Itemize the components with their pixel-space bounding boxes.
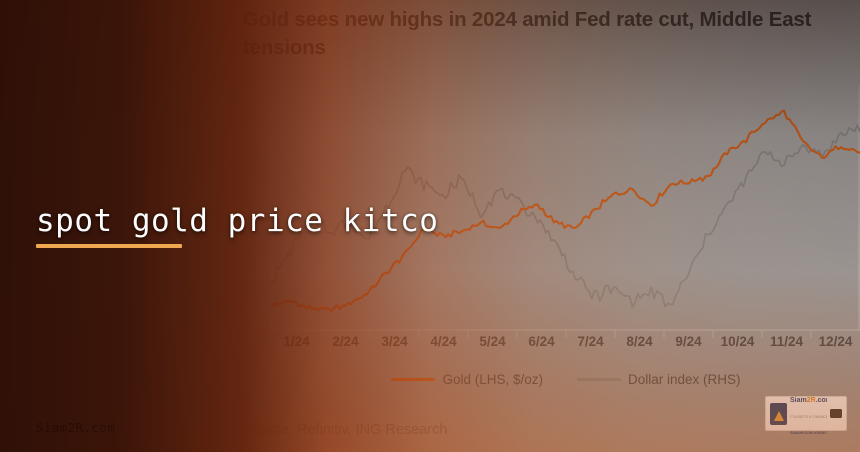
x-tick-label: 2/24 <box>332 334 359 349</box>
legend-swatch-gold <box>391 377 436 381</box>
x-axis-tick-labels: 1/24 2/24 3/24 4/24 5/24 6/24 7/24 8/24 9/24 10/2… <box>272 334 860 354</box>
overlay-heading: spot gold price kitco <box>36 203 439 239</box>
x-tick-label: 12/24 <box>818 334 853 349</box>
legend-label-gold: Gold (LHS, $/oz) <box>442 371 543 387</box>
badge-chip-icon <box>830 409 842 418</box>
x-tick-label: 10/24 <box>720 334 755 349</box>
legend-item-dollar-index: Dollar index (RHS) <box>577 372 741 387</box>
badge-subline: SIAM2R.COM AGENCY <box>790 430 827 435</box>
x-tick-label: 1/24 <box>283 334 310 349</box>
x-tick-label: 3/24 <box>381 334 408 349</box>
chart-legend: Gold (LHS, $/oz) Dollar index (RHS) <box>272 368 860 390</box>
legend-item-gold: Gold (LHS, $/oz) <box>391 372 543 387</box>
chart-title: Gold sees new highs in 2024 amid Fed rat… <box>243 8 812 60</box>
badge-logo-icon <box>770 402 787 425</box>
site-logo-badge[interactable]: Siam2R.com IT ASSETS & FINANCE SIAM2R.CO… <box>765 396 847 434</box>
legend-label-dollar-index: Dollar index (RHS) <box>628 371 741 387</box>
chart-source-note: Source: Refinitiv, ING Research <box>243 422 448 438</box>
legend-swatch-dollar-index <box>577 377 621 381</box>
x-tick-label: 7/24 <box>577 334 604 349</box>
overlay-heading-underline <box>36 244 182 248</box>
x-tick-label: 5/24 <box>479 334 506 349</box>
x-tick-label: 8/24 <box>626 334 653 349</box>
badge-tagline: IT ASSETS & FINANCE <box>790 414 827 419</box>
badge-title: Siam2R.com <box>790 396 827 404</box>
x-tick-label: 6/24 <box>528 334 555 349</box>
watermark-text: Siam2R.com <box>36 420 116 435</box>
x-tick-label: 4/24 <box>430 334 457 349</box>
badge-text-block: Siam2R.com IT ASSETS & FINANCE SIAM2R.CO… <box>790 390 827 438</box>
x-tick-label: 11/24 <box>769 334 804 349</box>
x-tick-label: 9/24 <box>675 334 702 349</box>
